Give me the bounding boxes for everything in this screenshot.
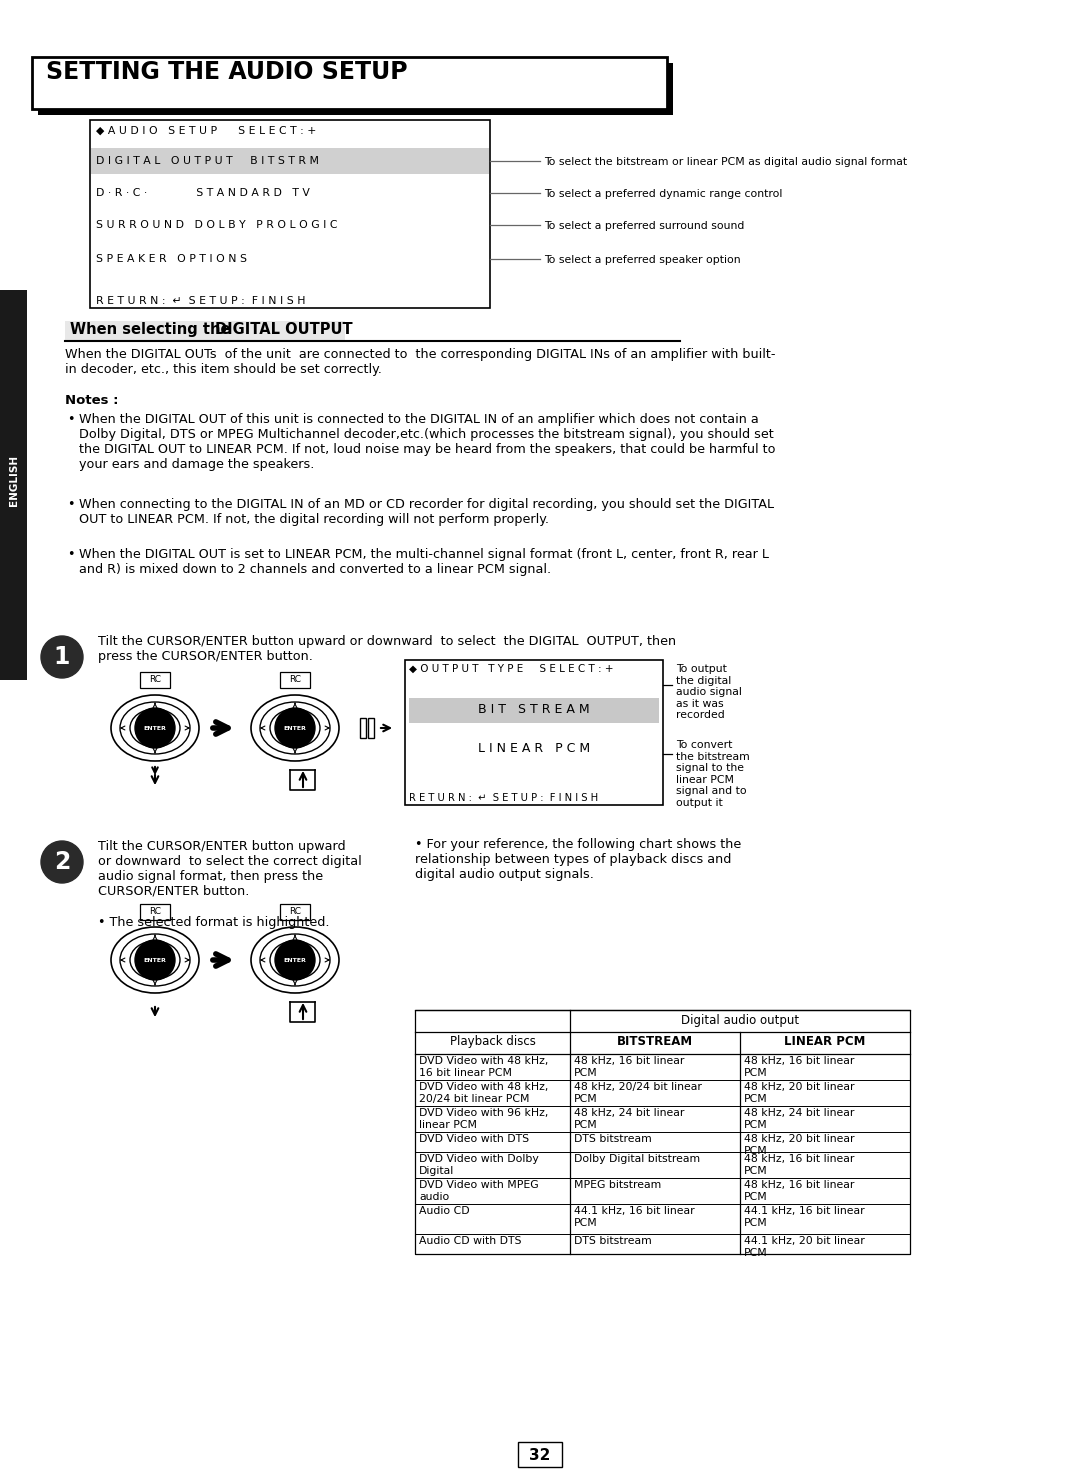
Text: DVD Video with 96 kHz,
linear PCM: DVD Video with 96 kHz, linear PCM bbox=[419, 1108, 549, 1130]
Text: Playback discs: Playback discs bbox=[449, 1035, 536, 1049]
Text: 2: 2 bbox=[54, 850, 70, 874]
Text: To output
the digital
audio signal
as it was
recorded: To output the digital audio signal as it… bbox=[676, 664, 742, 720]
Text: RC: RC bbox=[289, 676, 301, 685]
Text: DVD Video with 48 kHz,
16 bit linear PCM: DVD Video with 48 kHz, 16 bit linear PCM bbox=[419, 1056, 549, 1078]
Text: ◆ O U T P U T   T Y P E     S E L E C T : +: ◆ O U T P U T T Y P E S E L E C T : + bbox=[409, 664, 613, 674]
Text: 44.1 kHz, 20 bit linear
PCM: 44.1 kHz, 20 bit linear PCM bbox=[744, 1236, 865, 1257]
Text: •: • bbox=[67, 498, 75, 512]
Text: • The selected format is highighted.: • The selected format is highighted. bbox=[98, 916, 329, 929]
Text: MPEG bitstream: MPEG bitstream bbox=[573, 1180, 661, 1191]
Bar bbox=[38, 64, 673, 115]
Circle shape bbox=[41, 842, 83, 883]
Text: •: • bbox=[67, 549, 75, 561]
Text: DIGITAL OUTPUT: DIGITAL OUTPUT bbox=[215, 322, 353, 337]
Text: When the DIGITAL OUT of this unit is connected to the DIGITAL IN of an amplifier: When the DIGITAL OUT of this unit is con… bbox=[79, 413, 775, 470]
Bar bbox=[65, 321, 345, 342]
Text: 48 kHz, 16 bit linear
PCM: 48 kHz, 16 bit linear PCM bbox=[744, 1056, 854, 1078]
Circle shape bbox=[41, 636, 83, 677]
FancyBboxPatch shape bbox=[280, 671, 310, 688]
Text: Tilt the CURSOR/ENTER button upward or downward  to select  the DIGITAL  OUTPUT,: Tilt the CURSOR/ENTER button upward or d… bbox=[98, 634, 676, 663]
Text: To select a preferred dynamic range control: To select a preferred dynamic range cont… bbox=[544, 189, 782, 200]
Text: To select a preferred speaker option: To select a preferred speaker option bbox=[544, 254, 741, 265]
Bar bbox=[32, 58, 667, 109]
Text: To convert
the bitstream
signal to the
linear PCM
signal and to
output it: To convert the bitstream signal to the l… bbox=[676, 740, 750, 808]
Text: ENGLISH: ENGLISH bbox=[9, 454, 18, 506]
Text: D I G I T A L   O U T P U T     B I T S T R M: D I G I T A L O U T P U T B I T S T R M bbox=[96, 155, 319, 166]
Text: When connecting to the DIGITAL IN of an MD or CD recorder for digital recording,: When connecting to the DIGITAL IN of an … bbox=[79, 498, 774, 527]
Circle shape bbox=[275, 941, 315, 981]
Text: BITSTREAM: BITSTREAM bbox=[617, 1035, 693, 1049]
Bar bbox=[368, 717, 374, 738]
Text: DTS bitstream: DTS bitstream bbox=[573, 1134, 651, 1143]
Text: R E T U R N :  ↵  S E T U P :  F I N I S H: R E T U R N : ↵ S E T U P : F I N I S H bbox=[409, 793, 598, 803]
Text: S U R R O U N D   D O L B Y   P R O L O G I C: S U R R O U N D D O L B Y P R O L O G I … bbox=[96, 220, 337, 231]
Text: 48 kHz, 24 bit linear
PCM: 48 kHz, 24 bit linear PCM bbox=[744, 1108, 854, 1130]
Text: Audio CD: Audio CD bbox=[419, 1205, 470, 1216]
Text: S P E A K E R   O P T I O N S: S P E A K E R O P T I O N S bbox=[96, 254, 247, 263]
Text: L I N E A R   P C M: L I N E A R P C M bbox=[478, 742, 590, 754]
Bar bbox=[0, 0, 27, 1479]
Text: 48 kHz, 24 bit linear
PCM: 48 kHz, 24 bit linear PCM bbox=[573, 1108, 685, 1130]
Text: 48 kHz, 16 bit linear
PCM: 48 kHz, 16 bit linear PCM bbox=[573, 1056, 685, 1078]
FancyBboxPatch shape bbox=[140, 671, 170, 688]
Text: ENTER: ENTER bbox=[284, 957, 307, 963]
Text: LINEAR PCM: LINEAR PCM bbox=[784, 1035, 866, 1049]
Text: ENTER: ENTER bbox=[144, 726, 166, 731]
Text: • For your reference, the following chart shows the
relationship between types o: • For your reference, the following char… bbox=[415, 839, 741, 881]
FancyBboxPatch shape bbox=[140, 904, 170, 920]
FancyBboxPatch shape bbox=[280, 904, 310, 920]
Text: SETTING THE AUDIO SETUP: SETTING THE AUDIO SETUP bbox=[46, 61, 407, 84]
Circle shape bbox=[275, 708, 315, 748]
Text: D · R · C ·              S T A N D A R D   T V: D · R · C · S T A N D A R D T V bbox=[96, 188, 310, 198]
Bar bbox=[360, 717, 366, 738]
Text: DVD Video with Dolby
Digital: DVD Video with Dolby Digital bbox=[419, 1154, 539, 1176]
Text: RC: RC bbox=[149, 676, 161, 685]
Text: ENTER: ENTER bbox=[144, 957, 166, 963]
Text: DVD Video with 48 kHz,
20/24 bit linear PCM: DVD Video with 48 kHz, 20/24 bit linear … bbox=[419, 1083, 549, 1103]
Bar bbox=[405, 660, 663, 805]
Bar bbox=[518, 1442, 562, 1467]
Text: Tilt the CURSOR/ENTER button upward
or downward  to select the correct digital
a: Tilt the CURSOR/ENTER button upward or d… bbox=[98, 840, 362, 898]
Bar bbox=[415, 1010, 910, 1254]
Text: Dolby Digital bitstream: Dolby Digital bitstream bbox=[573, 1154, 700, 1164]
Text: To select a preferred surround sound: To select a preferred surround sound bbox=[544, 220, 744, 231]
Text: When the DIGITAL OUTs  of the unit  are connected to  the corresponding DIGITAL : When the DIGITAL OUTs of the unit are co… bbox=[65, 348, 775, 376]
Text: 48 kHz, 20 bit linear
PCM: 48 kHz, 20 bit linear PCM bbox=[744, 1083, 854, 1103]
Text: Notes :: Notes : bbox=[65, 393, 119, 407]
Text: 44.1 kHz, 16 bit linear
PCM: 44.1 kHz, 16 bit linear PCM bbox=[744, 1205, 865, 1228]
Circle shape bbox=[135, 941, 175, 981]
Text: DVD Video with DTS: DVD Video with DTS bbox=[419, 1134, 529, 1143]
Text: RC: RC bbox=[289, 908, 301, 917]
Bar bbox=[91, 148, 489, 175]
Text: 48 kHz, 20 bit linear
PCM: 48 kHz, 20 bit linear PCM bbox=[744, 1134, 854, 1155]
Bar bbox=[90, 120, 490, 308]
Text: 32: 32 bbox=[529, 1448, 551, 1463]
Circle shape bbox=[135, 708, 175, 748]
Text: DVD Video with MPEG
audio: DVD Video with MPEG audio bbox=[419, 1180, 539, 1201]
Text: 48 kHz, 16 bit linear
PCM: 48 kHz, 16 bit linear PCM bbox=[744, 1154, 854, 1176]
Text: ◆ A U D I O   S E T U P      S E L E C T : +: ◆ A U D I O S E T U P S E L E C T : + bbox=[96, 126, 316, 136]
Text: 44.1 kHz, 16 bit linear
PCM: 44.1 kHz, 16 bit linear PCM bbox=[573, 1205, 694, 1228]
Text: ENTER: ENTER bbox=[284, 726, 307, 731]
Text: 48 kHz, 16 bit linear
PCM: 48 kHz, 16 bit linear PCM bbox=[744, 1180, 854, 1201]
Text: Audio CD with DTS: Audio CD with DTS bbox=[419, 1236, 522, 1245]
Text: 1: 1 bbox=[54, 645, 70, 669]
Text: RC: RC bbox=[149, 908, 161, 917]
Text: When selecting the: When selecting the bbox=[70, 322, 235, 337]
Text: R E T U R N :  ↵  S E T U P :  F I N I S H: R E T U R N : ↵ S E T U P : F I N I S H bbox=[96, 296, 306, 306]
Text: To select the bitstream or linear PCM as digital audio signal format: To select the bitstream or linear PCM as… bbox=[544, 157, 907, 167]
Text: DTS bitstream: DTS bitstream bbox=[573, 1236, 651, 1245]
Text: Digital audio output: Digital audio output bbox=[680, 1015, 799, 1026]
Bar bbox=[409, 698, 659, 723]
Text: When the DIGITAL OUT is set to LINEAR PCM, the multi-channel signal format (fron: When the DIGITAL OUT is set to LINEAR PC… bbox=[79, 549, 769, 575]
Text: •: • bbox=[67, 413, 75, 426]
Text: 48 kHz, 20/24 bit linear
PCM: 48 kHz, 20/24 bit linear PCM bbox=[573, 1083, 702, 1103]
Text: B I T   S T R E A M: B I T S T R E A M bbox=[478, 703, 590, 716]
Bar bbox=[0, 290, 27, 680]
